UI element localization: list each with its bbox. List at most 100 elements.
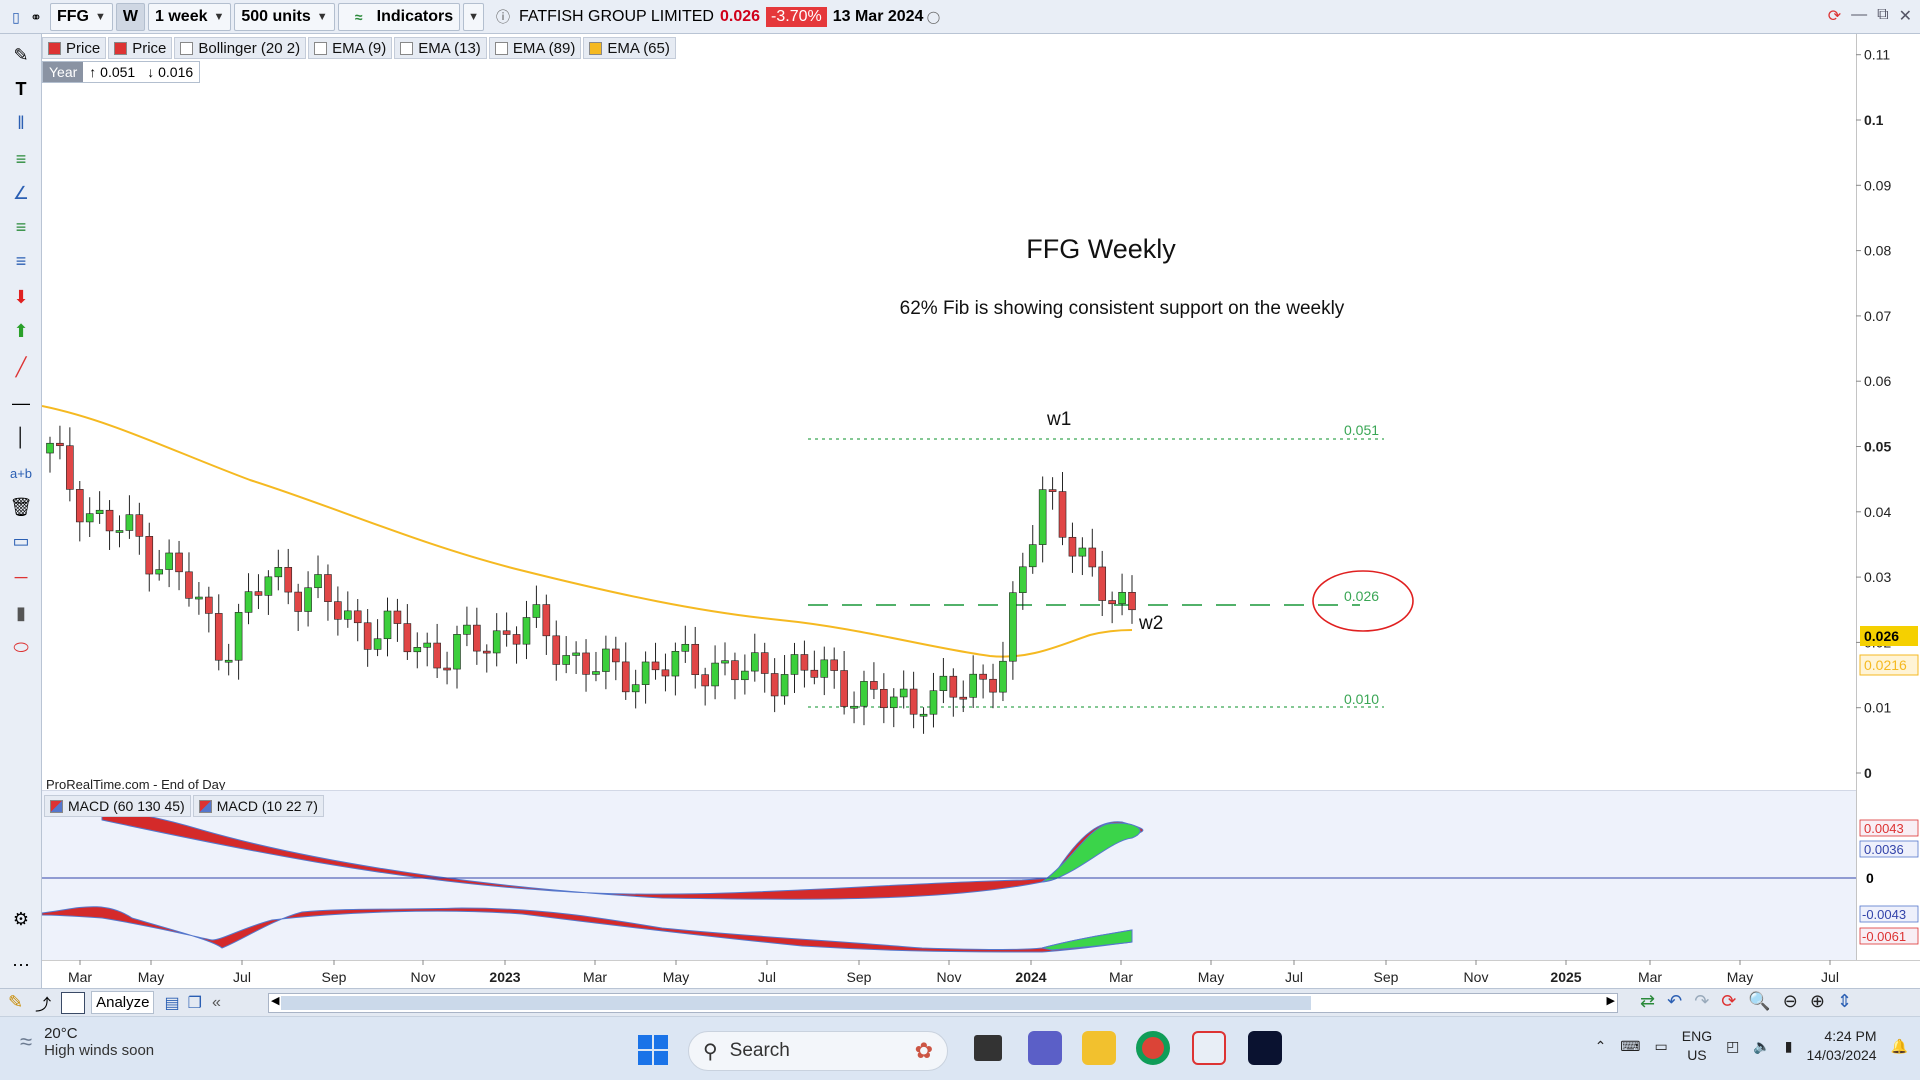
settings-tool-icon[interactable]: ⚙	[12, 908, 30, 929]
candle-body	[75, 489, 84, 523]
layout-icon[interactable]: ▤	[164, 994, 180, 1012]
autoscale-icon[interactable]: ⇕	[1836, 991, 1853, 1011]
legend-item[interactable]: EMA (89)	[488, 37, 582, 59]
task-view-icon[interactable]	[974, 1035, 1002, 1061]
legend-item[interactable]: Price	[42, 37, 107, 59]
candle-body	[334, 601, 342, 620]
indicators-dropdown[interactable]: ▼	[463, 2, 484, 31]
year-high: ↑ 0.051	[83, 62, 142, 82]
legend-item[interactable]: Bollinger (20 2)	[174, 37, 307, 59]
units-selector[interactable]: 500 units ▼	[234, 2, 335, 31]
volume-icon[interactable]: 🔈	[1753, 1037, 1771, 1054]
candle-body	[989, 678, 997, 693]
macd-pane[interactable]	[42, 790, 1856, 960]
copy-chart-icon[interactable]: ❐	[187, 994, 202, 1012]
prorealtime-icon[interactable]	[1248, 1031, 1282, 1065]
legend-item[interactable]: EMA (65)	[583, 37, 676, 59]
macd-legend-item[interactable]: MACD (60 130 45)	[44, 795, 191, 817]
snipping-tool-icon[interactable]	[1192, 1031, 1226, 1065]
clock-date: 14/03/2024	[1806, 1047, 1877, 1063]
macd-axis-neg0043: -0.0043	[1862, 907, 1906, 922]
label-tool-icon[interactable]: a+b	[9, 465, 33, 481]
symbol-selector[interactable]: FFG ▼	[50, 2, 113, 31]
vertical-line-tool-icon[interactable]: │	[15, 426, 27, 447]
period-button[interactable]: W	[115, 2, 145, 31]
candle-body	[711, 662, 719, 687]
back-icon[interactable]: ⇄	[1640, 991, 1656, 1011]
info-icon[interactable]: ⓘ	[495, 8, 510, 25]
scroll-left-icon[interactable]: ◀	[271, 995, 280, 1007]
chart-type-icon[interactable]: ▯	[12, 8, 20, 25]
file-explorer-icon[interactable]	[1082, 1031, 1116, 1065]
ruler-icon[interactable]: ▮	[16, 602, 26, 623]
candle-body	[850, 705, 858, 709]
tray-chevron-icon[interactable]: ⌃	[1594, 1037, 1607, 1054]
analyze-icon[interactable]	[61, 991, 86, 1014]
redo-icon[interactable]: ↷	[1694, 991, 1710, 1011]
zoom-area-icon[interactable]: 🔍	[1748, 991, 1771, 1011]
pencil-icon[interactable]: ✎	[13, 44, 29, 65]
battery-icon[interactable]: ▮	[1784, 1037, 1793, 1054]
rectangle-icon[interactable]: ▭	[12, 530, 30, 551]
ellipse-icon[interactable]: ⬭	[13, 636, 29, 657]
price-tick-label: 0.08	[1864, 243, 1891, 259]
fib-projection-icon[interactable]: ≡	[15, 216, 27, 237]
undo-icon[interactable]: ↶	[1667, 991, 1683, 1011]
indicators-button[interactable]: ≈ Indicators	[337, 2, 461, 31]
legend-item[interactable]: Price	[108, 37, 173, 59]
sync-icon[interactable]: ⟳	[1827, 8, 1842, 25]
time-axis[interactable]: Mar May Jul Sep Nov 2023 Mar May Jul Sep Nov 2024 Ma…	[42, 960, 1920, 988]
segment-icon[interactable]: ─	[14, 566, 28, 587]
legend-item[interactable]: EMA (13)	[394, 37, 487, 59]
zoom-in-icon[interactable]: ⊕	[1809, 991, 1825, 1011]
trendline-icon[interactable]: ╱	[15, 356, 27, 377]
start-button[interactable]	[638, 1035, 668, 1065]
link-icon[interactable]: ⚭	[30, 8, 42, 25]
trash-icon[interactable]: 🗑	[9, 496, 33, 517]
legend-item[interactable]: EMA (9)	[308, 37, 393, 59]
drawing-mode-icon[interactable]: ✎	[8, 992, 24, 1012]
language-indicator[interactable]: ENG US	[1682, 1027, 1712, 1065]
fib-timezone-icon[interactable]: ≡	[15, 250, 27, 271]
macd-legend-item[interactable]: MACD (10 22 7)	[192, 795, 324, 817]
macd-axis[interactable]: 0.0043 0.0036 0 -0.0043 -0.0061	[1856, 790, 1920, 960]
price-tick-label: 0.04	[1864, 504, 1891, 520]
system-clock[interactable]: 4:24 PM 14/03/2024	[1806, 1027, 1876, 1065]
taskbar-search[interactable]: ⚲ Search ✿	[688, 1031, 948, 1071]
meet-app-icon[interactable]	[1028, 1031, 1062, 1065]
scroll-thumb[interactable]	[281, 996, 1311, 1010]
keyboard-icon[interactable]: ⌨	[1620, 1037, 1641, 1054]
vertical-line-icon[interactable]: ‖	[17, 112, 25, 133]
weather-widget[interactable]: ≈ 20°C High winds soon	[20, 1025, 154, 1059]
minimize-icon[interactable]: —	[1851, 6, 1868, 23]
zoom-out-icon[interactable]: ⊖	[1782, 991, 1798, 1011]
scroll-right-icon[interactable]: ▶	[1606, 995, 1615, 1007]
horizontal-line-icon[interactable]: —	[12, 392, 30, 413]
horizontal-scrollbar[interactable]: ◀ ▶	[268, 993, 1618, 1013]
price-axis[interactable]: 0.110.10.090.080.070.060.050.040.030.020…	[1856, 34, 1920, 790]
sell-arrow-icon[interactable]: ⬇	[13, 286, 29, 307]
refresh-icon[interactable]: ⟳	[1721, 991, 1737, 1011]
chrome-icon[interactable]	[1136, 1031, 1170, 1065]
scroll-left-double-icon[interactable]: «	[211, 993, 221, 1011]
close-icon[interactable]: ✕	[1898, 8, 1912, 25]
more-icon[interactable]: ⋯	[12, 954, 30, 975]
legend-label: Price	[66, 39, 101, 57]
analyze-button[interactable]: Analyze	[91, 991, 155, 1014]
fib-retracement-icon[interactable]: ≡	[15, 148, 27, 169]
price-chart[interactable]: FFG Weekly 62% Fib is showing consistent…	[42, 34, 1856, 790]
candle-body	[592, 671, 600, 675]
timeframe-selector[interactable]: 1 week ▼	[148, 2, 232, 31]
network-icon[interactable]: ◰	[1726, 1037, 1740, 1054]
notification-bell-icon[interactable]: 🔔	[1890, 1037, 1908, 1054]
text-tool-icon[interactable]: T	[15, 78, 27, 99]
restore-icon[interactable]: ⧉	[1877, 6, 1889, 23]
candle-body	[1118, 591, 1126, 605]
window-controls: ⟳ — ⧉ ✕	[1828, 6, 1912, 26]
year-label: Year	[43, 62, 84, 82]
fib-fan-icon[interactable]: ∠	[12, 182, 30, 203]
candle-body	[840, 670, 848, 707]
display-icon[interactable]: ▭	[1654, 1037, 1668, 1054]
share-icon[interactable]: ⤴	[35, 996, 52, 1014]
buy-arrow-icon[interactable]: ⬆	[13, 320, 29, 341]
